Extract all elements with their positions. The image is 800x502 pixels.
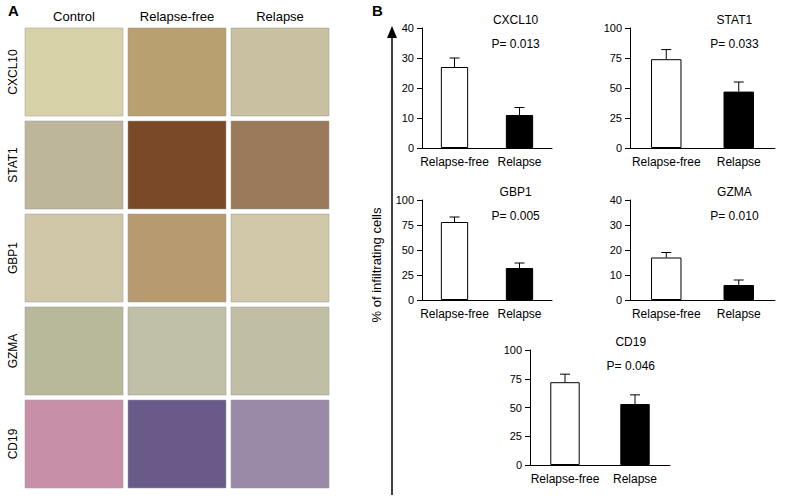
svg-text:0: 0 bbox=[516, 459, 522, 471]
svg-text:GBP1: GBP1 bbox=[6, 242, 20, 274]
svg-text:% of infiltrating cells: % of infiltrating cells bbox=[369, 207, 384, 322]
svg-text:Relapse-free: Relapse-free bbox=[140, 9, 214, 24]
svg-text:P= 0.005: P= 0.005 bbox=[491, 209, 540, 223]
svg-text:A: A bbox=[8, 2, 19, 19]
svg-text:Control: Control bbox=[53, 9, 95, 24]
svg-text:25: 25 bbox=[510, 430, 522, 442]
svg-text:75: 75 bbox=[610, 52, 622, 64]
svg-text:40: 40 bbox=[402, 22, 414, 34]
svg-text:100: 100 bbox=[604, 22, 622, 34]
svg-text:Relapse: Relapse bbox=[613, 472, 657, 486]
svg-text:Relapse-free: Relapse-free bbox=[632, 155, 701, 169]
svg-text:0: 0 bbox=[616, 294, 622, 306]
svg-text:Relapse: Relapse bbox=[497, 307, 541, 321]
svg-text:0: 0 bbox=[408, 142, 414, 154]
svg-text:10: 10 bbox=[402, 112, 414, 124]
svg-text:50: 50 bbox=[402, 244, 414, 256]
svg-text:Relapse: Relapse bbox=[497, 155, 541, 169]
svg-text:75: 75 bbox=[510, 373, 522, 385]
svg-text:20: 20 bbox=[610, 244, 622, 256]
svg-text:30: 30 bbox=[610, 219, 622, 231]
svg-text:Relapse: Relapse bbox=[256, 9, 304, 24]
svg-text:40: 40 bbox=[610, 194, 622, 206]
svg-text:25: 25 bbox=[402, 269, 414, 281]
svg-text:10: 10 bbox=[610, 269, 622, 281]
svg-text:CD19: CD19 bbox=[6, 428, 20, 459]
svg-text:P= 0.046: P= 0.046 bbox=[607, 359, 656, 373]
svg-text:50: 50 bbox=[610, 82, 622, 94]
svg-text:GZMA: GZMA bbox=[6, 334, 20, 369]
svg-text:25: 25 bbox=[610, 112, 622, 124]
svg-text:Relapse-free: Relapse-free bbox=[531, 472, 600, 486]
svg-text:B: B bbox=[372, 2, 383, 19]
svg-text:100: 100 bbox=[396, 194, 414, 206]
svg-text:Relapse-free: Relapse-free bbox=[420, 155, 489, 169]
svg-text:50: 50 bbox=[510, 402, 522, 414]
svg-text:STAT1: STAT1 bbox=[6, 147, 20, 183]
svg-text:CXCL10: CXCL10 bbox=[6, 49, 20, 95]
svg-text:GBP1: GBP1 bbox=[500, 185, 532, 199]
svg-text:30: 30 bbox=[402, 52, 414, 64]
svg-text:20: 20 bbox=[402, 82, 414, 94]
svg-text:100: 100 bbox=[504, 344, 522, 356]
svg-text:0: 0 bbox=[408, 294, 414, 306]
svg-text:P= 0.013: P= 0.013 bbox=[491, 37, 540, 51]
svg-text:STAT1: STAT1 bbox=[717, 13, 753, 27]
svg-text:GZMA: GZMA bbox=[717, 185, 752, 199]
svg-text:CD19: CD19 bbox=[615, 335, 646, 349]
svg-text:P= 0.010: P= 0.010 bbox=[710, 209, 759, 223]
svg-text:Relapse-free: Relapse-free bbox=[632, 307, 701, 321]
svg-text:0: 0 bbox=[616, 142, 622, 154]
svg-text:Relapse: Relapse bbox=[717, 155, 761, 169]
svg-text:P= 0.033: P= 0.033 bbox=[710, 37, 759, 51]
svg-text:75: 75 bbox=[402, 219, 414, 231]
svg-text:CXCL10: CXCL10 bbox=[493, 13, 539, 27]
svg-text:Relapse: Relapse bbox=[717, 307, 761, 321]
svg-text:Relapse-free: Relapse-free bbox=[420, 307, 489, 321]
